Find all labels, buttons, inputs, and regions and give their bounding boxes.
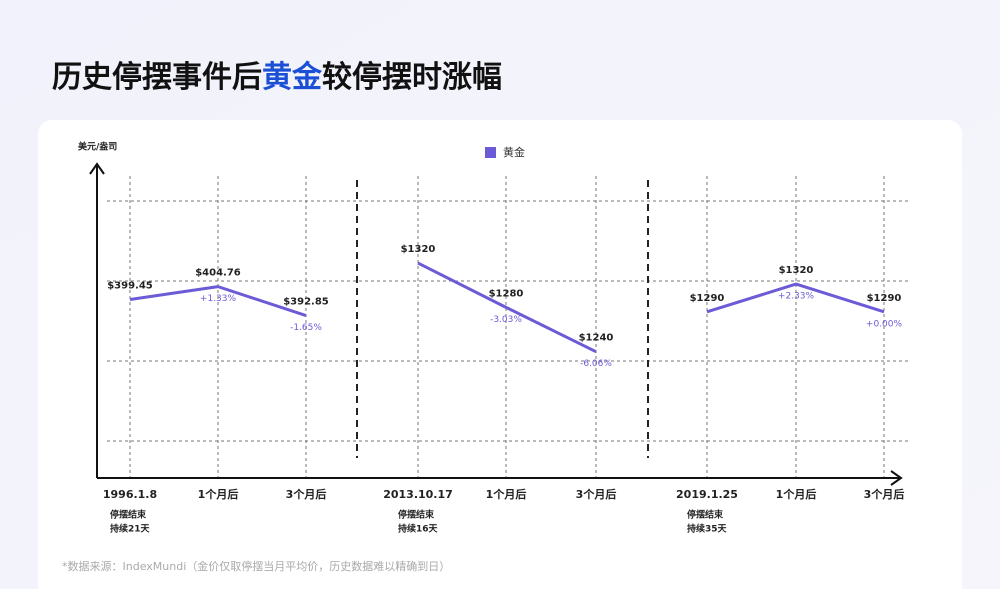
title-part: 历史停摆事件后 bbox=[52, 60, 262, 95]
note: 持续35天 bbox=[687, 523, 728, 535]
change-label: -1.65% bbox=[290, 323, 322, 333]
title-part: 较停摆时涨幅 bbox=[322, 60, 502, 95]
note: 持续21天 bbox=[110, 523, 151, 535]
note: 停摆结束 bbox=[687, 509, 724, 521]
value-label: $404.76 bbox=[195, 268, 241, 279]
value-label: $1280 bbox=[489, 288, 524, 299]
change-label: +1.33% bbox=[200, 294, 237, 304]
grid bbox=[107, 176, 910, 478]
y-arrow bbox=[89, 162, 105, 175]
x-tick-label: 2019.1.25 bbox=[676, 488, 738, 501]
x-tick-label: 1个月后 bbox=[776, 487, 817, 501]
value-label: $399.45 bbox=[107, 281, 153, 292]
y-axis-label: 美元/盎司 bbox=[78, 141, 117, 153]
line bbox=[417, 261, 597, 354]
x-tick-label: 3个月后 bbox=[286, 487, 327, 501]
value-label: $1240 bbox=[579, 333, 614, 344]
value-label: $1290 bbox=[867, 293, 902, 304]
x-tick-label: 2013.10.17 bbox=[383, 488, 453, 501]
page-title: 历史停摆事件后黄金较停摆时涨幅 bbox=[52, 60, 502, 95]
x-arrow bbox=[890, 470, 903, 486]
card bbox=[38, 120, 962, 589]
x-tick-label: 1个月后 bbox=[486, 487, 527, 501]
note: 停摆结束 bbox=[398, 509, 435, 521]
change-label: -6.06% bbox=[580, 359, 612, 369]
x-tick-label: 1个月后 bbox=[198, 487, 239, 501]
footnote: *数据来源：IndexMundi（金价仅取停摆当月平均价，历史数据难以精确到日） bbox=[62, 559, 450, 573]
x-tick-label: 3个月后 bbox=[576, 487, 617, 501]
value-label: $392.85 bbox=[283, 297, 329, 308]
title-highlight: 黄金 bbox=[262, 60, 323, 95]
value-label: $1320 bbox=[779, 265, 814, 276]
line bbox=[706, 282, 885, 314]
value-label: $1320 bbox=[401, 244, 436, 255]
change-label: -3.03% bbox=[490, 315, 522, 325]
line bbox=[129, 285, 307, 317]
value-label: $1290 bbox=[690, 293, 725, 304]
x-tick-label: 3个月后 bbox=[864, 487, 905, 501]
legend-swatch bbox=[485, 147, 496, 158]
change-label: +0.00% bbox=[866, 319, 903, 329]
note: 停摆结束 bbox=[110, 509, 147, 521]
note: 持续16天 bbox=[398, 523, 439, 535]
x-tick-label: 1996.1.8 bbox=[103, 488, 157, 501]
legend-label: 黄金 bbox=[503, 145, 525, 159]
change-label: +2.33% bbox=[778, 292, 815, 302]
